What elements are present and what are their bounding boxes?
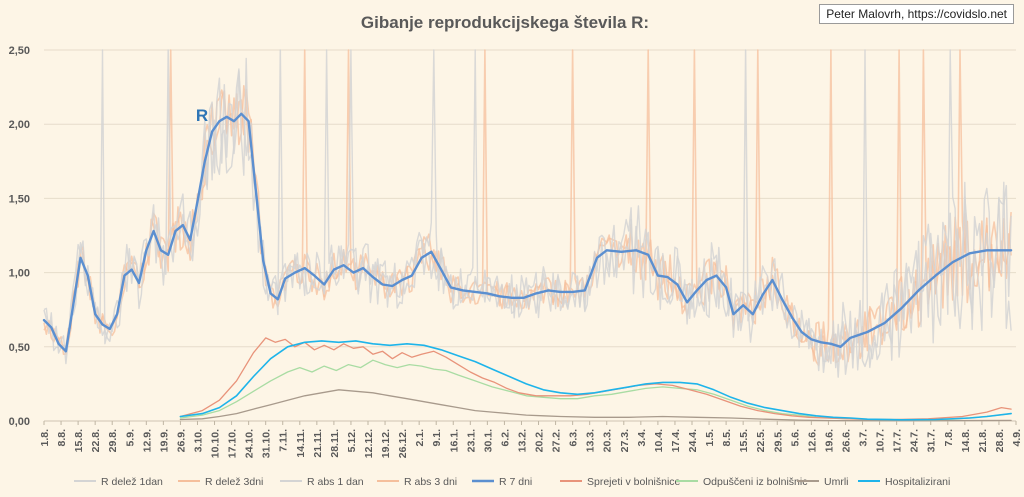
x-tick-label: 4.9. xyxy=(1011,429,1023,447)
legend-label: Umrli xyxy=(824,476,849,488)
x-tick-label: 26.6. xyxy=(840,429,852,452)
x-tick-label: 17.4. xyxy=(670,429,682,452)
y-tick-label: 2,50 xyxy=(9,45,30,57)
legend-item-r_abs_1dan: R abs 1 dan xyxy=(280,476,364,488)
series-hospitalizirani xyxy=(179,340,1012,421)
x-tick-label: 19.9. xyxy=(158,429,170,452)
series-lines xyxy=(42,112,1013,422)
x-tick-label: 20.2. xyxy=(534,429,546,452)
x-tick-label: 22.5. xyxy=(755,429,767,452)
x-tick-label: 19.6. xyxy=(823,429,835,452)
y-tick-label: 0,00 xyxy=(9,416,30,428)
legend-item-r_delez_3dni: R delež 3dni xyxy=(178,476,263,488)
y-tick-label: 2,00 xyxy=(9,119,30,131)
x-tick-label: 7.8. xyxy=(943,429,955,447)
x-tick-label: 15.5. xyxy=(738,429,750,452)
legend-item-r_delez_1dan: R delež 1dan xyxy=(74,476,163,488)
legend-label: R abs 1 dan xyxy=(307,476,364,488)
series-umrli xyxy=(179,389,1012,422)
legend-item-r_7dni: R 7 dni xyxy=(472,476,532,488)
legend-label: R delež 1dan xyxy=(101,476,163,488)
legend-item-sprejeti: Sprejeti v bolnišnice xyxy=(560,476,681,488)
y-tick-label: 1,50 xyxy=(9,193,30,205)
x-tick-label: 31.7. xyxy=(926,429,938,452)
legend-item-hospitalizirani: Hospitalizirani xyxy=(858,476,950,488)
x-tick-label: 1.8. xyxy=(39,429,51,447)
x-tick-label: 28.8. xyxy=(994,429,1006,452)
x-tick-label: 10.4. xyxy=(653,429,665,452)
x-tick-label: 17.10. xyxy=(227,429,239,458)
legend-item-odpusceni: Odpuščeni iz bolnišnic xyxy=(676,476,807,488)
x-tick-label: 9.1. xyxy=(431,429,443,447)
credit-box: Peter Malovrh, https://covidslo.net xyxy=(819,4,1014,24)
x-tick-label: 27.2. xyxy=(551,429,563,452)
x-tick-label: 24.4. xyxy=(687,429,699,452)
x-tick-label: 29.8. xyxy=(107,429,119,452)
x-tick-label: 5.12. xyxy=(346,429,358,452)
x-tick-label: 6.3. xyxy=(568,429,580,447)
x-tick-label: 28.11. xyxy=(329,429,341,458)
x-tick-label: 8.5. xyxy=(721,429,733,447)
series-odpusceni xyxy=(179,359,1012,421)
x-tick-label: 13.2. xyxy=(516,429,528,452)
x-tick-label: 12.12. xyxy=(363,429,375,458)
x-tick-label: 6.2. xyxy=(499,429,511,447)
legend-label: Odpuščeni iz bolnišnic xyxy=(703,476,807,488)
legend-label: Sprejeti v bolnišnice xyxy=(587,476,681,488)
x-tick-label: 12.6. xyxy=(806,429,818,452)
y-axis: 0,00 0,50 1,00 1,50 2,00 2,50 xyxy=(9,45,30,428)
x-tick-label: 17.7. xyxy=(892,429,904,452)
x-tick-label: 24.7. xyxy=(909,429,921,452)
x-tick-label: 3.4. xyxy=(636,429,648,447)
y-tick-label: 0,50 xyxy=(9,342,30,354)
x-tick-label: 2.1. xyxy=(414,429,426,447)
x-tick-label: 20.3. xyxy=(602,429,614,452)
x-tick-label: 21.8. xyxy=(977,429,989,452)
legend-item-r_abs_3dni: R abs 3 dni xyxy=(377,476,457,488)
x-tick-label: 26.12. xyxy=(397,429,409,458)
x-tick-label: 14.11. xyxy=(295,429,307,458)
x-tick-label: 3.7. xyxy=(858,429,870,447)
x-tick-label: 30.1. xyxy=(482,429,494,452)
y-tick-label: 1,00 xyxy=(9,268,30,280)
r-annotation: R xyxy=(196,106,208,125)
x-tick-label: 12.9. xyxy=(141,429,153,452)
x-tick-label: 5.6. xyxy=(789,429,801,447)
x-tick-label: 29.5. xyxy=(772,429,784,452)
x-tick-label: 7.11. xyxy=(278,429,290,452)
x-tick-label: 21.11. xyxy=(312,429,324,458)
x-tick-label: 22.8. xyxy=(90,429,102,452)
x-tick-label: 26.9. xyxy=(175,429,187,452)
x-tick-label: 10.10. xyxy=(210,429,222,458)
series-r_7dni xyxy=(42,112,1013,353)
legend-label: R abs 3 dni xyxy=(404,476,457,488)
x-tick-label: 8.8. xyxy=(56,429,68,447)
x-tick-label: 19.12. xyxy=(380,429,392,458)
x-tick-label: 1.5. xyxy=(704,429,716,447)
x-tick-label: 10.7. xyxy=(875,429,887,452)
x-tick-label: 24.10. xyxy=(244,429,256,458)
legend-label: Hospitalizirani xyxy=(885,476,950,488)
x-axis: 1.8. 8.8. 15.8. 22.8. 29.8. 5.9. 12.9. 19.9. 26.… xyxy=(39,421,1023,458)
x-tick-label: 31.10. xyxy=(261,429,273,458)
x-tick-label: 3.10. xyxy=(192,429,204,452)
x-tick-label: 13.3. xyxy=(585,429,597,452)
x-tick-label: 15.8. xyxy=(73,429,85,452)
x-tick-label: 5.9. xyxy=(124,429,136,447)
x-tick-label: 23.1. xyxy=(465,429,477,452)
legend: R delež 1dan R delež 3dni R abs 1 dan R abs… xyxy=(74,476,950,488)
legend-label: R delež 3dni xyxy=(205,476,263,488)
x-tick-label: 27.3. xyxy=(619,429,631,452)
legend-label: R 7 dni xyxy=(499,476,532,488)
legend-item-umrli: Umrli xyxy=(797,476,849,488)
x-tick-label: 16.1. xyxy=(448,429,460,452)
chart-title: Gibanje reprodukcijskega števila R: xyxy=(361,13,649,32)
x-tick-label: 14.8. xyxy=(960,429,972,452)
